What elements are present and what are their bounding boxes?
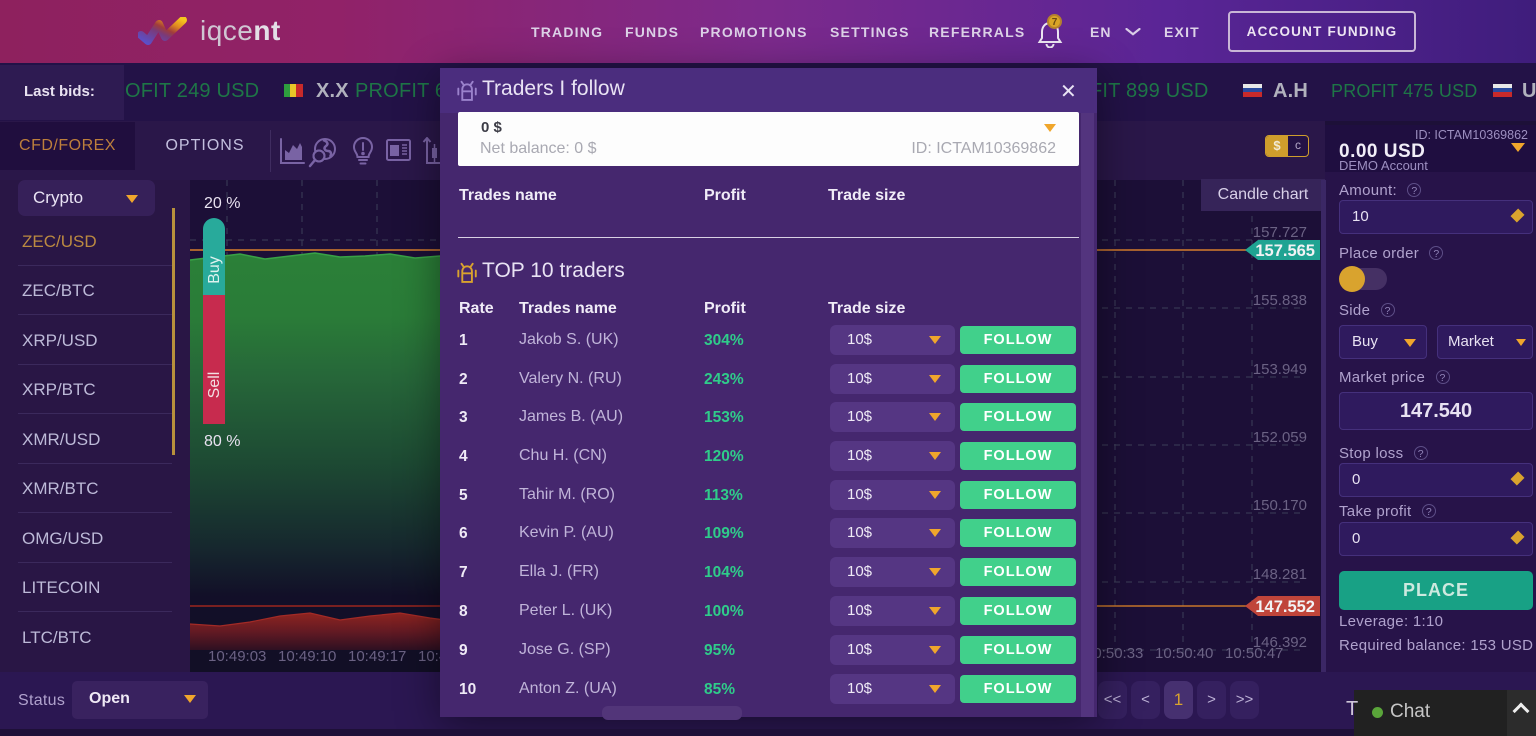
svg-text:147.552: 147.552 bbox=[1255, 598, 1315, 616]
svg-text:152.059: 152.059 bbox=[1253, 429, 1307, 446]
svg-text:153.949: 153.949 bbox=[1253, 361, 1307, 378]
svg-text:20 %: 20 % bbox=[204, 195, 240, 212]
svg-text:10:50:47: 10:50:47 bbox=[1225, 645, 1283, 662]
svg-text:155.838: 155.838 bbox=[1253, 292, 1307, 309]
svg-text:146.392: 146.392 bbox=[1253, 634, 1307, 651]
svg-text:157.727: 157.727 bbox=[1253, 224, 1307, 241]
svg-text:150.170: 150.170 bbox=[1253, 497, 1307, 514]
svg-text:Sell: Sell bbox=[206, 372, 223, 399]
svg-text:10:50:40: 10:50:40 bbox=[1155, 645, 1213, 662]
svg-text:80 %: 80 % bbox=[204, 433, 240, 450]
svg-text:10:49:03: 10:49:03 bbox=[208, 648, 266, 665]
svg-text:10:49:17: 10:49:17 bbox=[348, 648, 406, 665]
svg-text:10:50:33: 10:50:33 bbox=[1085, 645, 1143, 662]
svg-text:Buy: Buy bbox=[206, 256, 223, 284]
svg-text:148.281: 148.281 bbox=[1253, 566, 1307, 583]
svg-text:157.565: 157.565 bbox=[1255, 242, 1315, 260]
svg-text:10:49:10: 10:49:10 bbox=[278, 648, 336, 665]
